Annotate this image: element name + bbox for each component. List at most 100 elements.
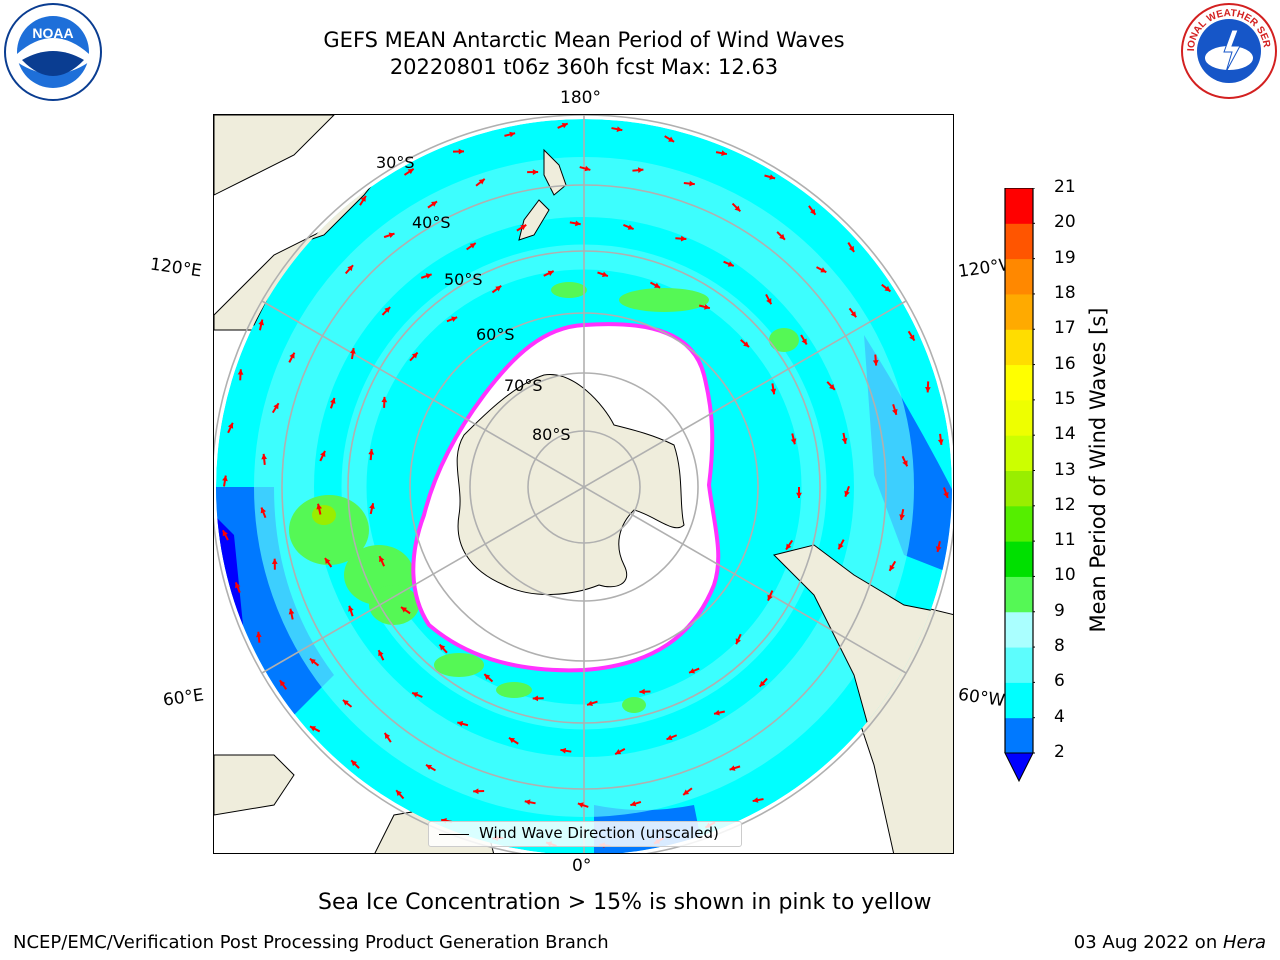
wind-arrow-head [235, 582, 241, 589]
wind-arrow-head [388, 232, 395, 239]
colorbar-segment [1005, 611, 1033, 648]
colorbar-tick-label: 12 [1054, 494, 1076, 515]
wind-arrow-head [396, 790, 402, 797]
noaa-logo-text: NOAA [32, 25, 73, 41]
wind-arrow-head [273, 403, 279, 410]
colorbar-segment [1005, 258, 1033, 295]
wind-arrow-head [721, 150, 727, 156]
wind-arrow-head [309, 658, 316, 665]
colorbar-tick-label: 14 [1054, 424, 1076, 445]
wind-arrow-head [457, 720, 464, 727]
wind-arrow-head [401, 607, 407, 613]
colorbar-segment [1005, 329, 1033, 366]
wind-arrow-head [925, 387, 931, 393]
wind-arrow-head [909, 334, 915, 341]
wind-arrow-head [902, 460, 908, 467]
wind-arrow-head [796, 492, 802, 498]
wind-arrow-head [524, 799, 531, 806]
wind-arrow-head [820, 267, 827, 273]
wind-arrow-head [520, 224, 527, 231]
lat-label-70s: 70°S [504, 376, 543, 395]
legend-line-swatch [439, 834, 469, 835]
wind-arrow-head [351, 760, 358, 767]
wind-arrow-head [289, 352, 295, 359]
wind-arrow-head [342, 699, 349, 706]
wind-arrow-head [473, 788, 479, 795]
wind-arrow-head [368, 449, 375, 455]
lat-label-50s: 50°S [444, 270, 483, 289]
colorbar-extend-triangle [1004, 752, 1034, 783]
colorbar-tick-label: 15 [1054, 388, 1076, 409]
wind-arrow-head [508, 737, 515, 744]
wind-arrow-head [704, 304, 710, 310]
wind-arrow-head [348, 605, 354, 612]
new-zealand [543, 148, 567, 196]
wind-arrow-head [587, 700, 593, 707]
wind-arrow-head [872, 360, 879, 366]
colorbar-tick-label: 11 [1054, 530, 1076, 551]
wind-arrow-head [689, 668, 696, 674]
lon-label-0: 0° [572, 856, 592, 876]
wind-arrow-head [379, 556, 385, 563]
wind-arrow-head [412, 692, 419, 698]
wind-arrow-head [668, 136, 675, 142]
lat-label-40s: 40°S [412, 213, 451, 232]
wind-arrow-head [458, 148, 465, 155]
wind-arrow-head [734, 205, 741, 212]
wind-arrow-head [260, 507, 267, 514]
polar-map: 30°S 40°S 50°S 60°S 70°S 80°S [214, 115, 953, 853]
wind-arrow-head [899, 514, 905, 520]
chart-title: GEFS MEAN Antarctic Mean Period of Wind … [323, 28, 845, 52]
wind-arrow-head [937, 439, 944, 445]
latitude-labels: 30°S 40°S 50°S 60°S 70°S 80°S [376, 153, 571, 444]
map-panel: 30°S 40°S 50°S 60°S 70°S 80°S Wind Wave … [213, 114, 954, 854]
wind-arrow-head [227, 422, 234, 429]
colorbar-segment [1005, 541, 1033, 577]
footer-date: 03 Aug 2022 on Hera [1074, 932, 1266, 953]
colorbar-segment [1005, 293, 1033, 330]
sea-ice-note-text: Sea Ice Concentration > 15% is shown in … [318, 890, 932, 915]
wind-arrow-head [222, 475, 228, 482]
chart-subtitle: 20220801 t06z 360h fcst Max: 12.63 [389, 55, 779, 79]
colorbar-segment [1005, 647, 1033, 683]
footer-branch: NCEP/EMC/Verification Post Processing Pr… [13, 932, 609, 953]
wind-arrow-head [560, 747, 567, 754]
wind-arrow-head [786, 543, 792, 550]
wind-arrow-head [601, 271, 608, 278]
wind-arrow-head [561, 123, 568, 129]
wind-arrow-head [484, 674, 491, 680]
wind-arrow-head [258, 319, 264, 326]
wind-arrow-head [575, 220, 581, 227]
wind-arrow-head [666, 734, 673, 741]
colorbar-tick-label: 9 [1054, 600, 1065, 621]
wind-arrow-head [426, 764, 433, 770]
wind-arrow-head [509, 131, 516, 138]
colorbar-segment [1005, 470, 1033, 507]
wind-arrow-head [425, 273, 432, 279]
wind-arrow-head [384, 732, 391, 739]
wind-arrow-head [935, 546, 942, 552]
colorbar-segment [1005, 435, 1033, 471]
wind-arrow-head [689, 180, 695, 187]
wind-arrow-head [532, 695, 539, 702]
wind-arrow-head [316, 503, 322, 510]
wind-arrow-head [639, 688, 645, 695]
wind-arrow-head [330, 397, 336, 404]
wind-arrow-head [384, 307, 391, 313]
wind-arrow-head [439, 644, 446, 651]
wind-arrow-head [478, 178, 485, 185]
wind-arrow-head [801, 338, 807, 345]
wind-arrow-head [714, 709, 720, 716]
wind-arrow-head [735, 638, 741, 645]
wind-arrow-head [770, 388, 777, 395]
wind-arrow-head [320, 450, 326, 457]
wind-arrow-head [237, 369, 244, 375]
colorbar-tick-label: 18 [1054, 282, 1076, 303]
wind-arrow-head [469, 243, 476, 249]
wind-arrow-head [577, 802, 584, 808]
footer-machine: Hera [1222, 932, 1266, 953]
wind-arrow-head [360, 195, 366, 202]
colorbar-segment [1005, 188, 1033, 224]
wind-arrow-head [347, 265, 354, 272]
wind-arrow-head [411, 352, 418, 359]
